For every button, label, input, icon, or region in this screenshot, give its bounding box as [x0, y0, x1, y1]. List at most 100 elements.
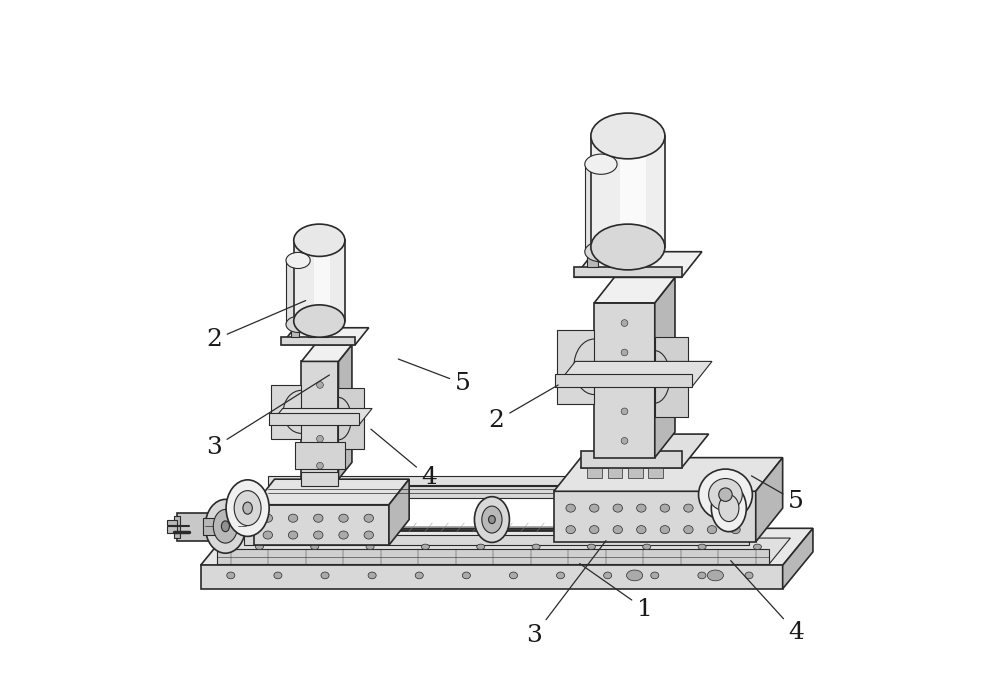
Ellipse shape [462, 572, 470, 579]
Ellipse shape [643, 544, 651, 549]
Ellipse shape [711, 485, 746, 532]
Ellipse shape [684, 504, 693, 512]
Bar [174, 516, 180, 538]
Bar [574, 267, 682, 277]
Ellipse shape [364, 531, 373, 539]
Ellipse shape [243, 502, 252, 514]
Polygon shape [783, 528, 813, 589]
Ellipse shape [234, 491, 261, 526]
Bar [269, 413, 359, 425]
Ellipse shape [587, 544, 595, 549]
Polygon shape [254, 505, 389, 545]
Bar [308, 322, 316, 336]
Ellipse shape [474, 497, 509, 542]
Ellipse shape [660, 504, 670, 512]
Polygon shape [338, 388, 364, 449]
Polygon shape [301, 345, 352, 361]
Ellipse shape [482, 506, 502, 533]
Ellipse shape [585, 154, 617, 174]
Ellipse shape [263, 514, 273, 522]
Polygon shape [581, 434, 709, 468]
Text: 3: 3 [206, 375, 329, 459]
Polygon shape [389, 479, 409, 545]
Text: 4: 4 [731, 561, 804, 644]
Ellipse shape [591, 113, 665, 159]
Ellipse shape [294, 305, 345, 337]
Ellipse shape [226, 480, 269, 536]
Ellipse shape [294, 224, 345, 256]
Bar [244, 535, 749, 545]
Bar [555, 374, 692, 387]
Ellipse shape [585, 242, 617, 262]
Polygon shape [286, 260, 310, 324]
Text: 4: 4 [371, 429, 437, 489]
Bar [167, 526, 177, 533]
Ellipse shape [698, 544, 706, 549]
Ellipse shape [707, 526, 717, 534]
Ellipse shape [566, 504, 575, 512]
Ellipse shape [590, 504, 599, 512]
Polygon shape [594, 303, 655, 458]
Ellipse shape [532, 544, 540, 549]
Ellipse shape [637, 504, 646, 512]
Text: 3: 3 [526, 540, 606, 647]
Polygon shape [594, 277, 675, 303]
Bar [295, 442, 345, 469]
Ellipse shape [255, 544, 263, 549]
Polygon shape [554, 458, 783, 491]
Ellipse shape [590, 526, 599, 534]
Ellipse shape [621, 349, 628, 356]
Ellipse shape [477, 544, 485, 549]
Polygon shape [756, 458, 783, 542]
Polygon shape [555, 361, 712, 387]
Polygon shape [271, 385, 301, 439]
Ellipse shape [707, 570, 723, 581]
Bar [587, 252, 598, 267]
Bar [167, 520, 177, 525]
Ellipse shape [221, 521, 229, 532]
Ellipse shape [205, 499, 246, 553]
Polygon shape [655, 277, 675, 458]
Ellipse shape [274, 572, 282, 579]
Ellipse shape [613, 526, 622, 534]
Ellipse shape [660, 526, 670, 534]
Bar [217, 549, 769, 564]
Ellipse shape [317, 462, 323, 469]
Ellipse shape [621, 437, 628, 444]
Ellipse shape [604, 572, 612, 579]
Bar [177, 513, 214, 541]
Ellipse shape [321, 572, 329, 579]
Polygon shape [301, 472, 338, 486]
Polygon shape [217, 538, 790, 564]
Polygon shape [201, 565, 783, 589]
Polygon shape [294, 240, 345, 321]
Ellipse shape [314, 514, 323, 522]
Bar [587, 468, 602, 478]
Bar [608, 248, 618, 267]
Ellipse shape [213, 509, 238, 543]
Ellipse shape [509, 572, 517, 579]
Ellipse shape [317, 409, 323, 415]
Bar [627, 252, 637, 267]
Ellipse shape [684, 526, 693, 534]
Bar [608, 468, 622, 478]
Ellipse shape [745, 572, 753, 579]
Text: 2: 2 [489, 385, 558, 432]
Text: 1: 1 [580, 563, 653, 621]
Ellipse shape [339, 514, 348, 522]
Ellipse shape [621, 320, 628, 326]
Polygon shape [554, 491, 756, 542]
Ellipse shape [591, 224, 665, 270]
Ellipse shape [651, 572, 659, 579]
Ellipse shape [627, 570, 643, 581]
Bar [268, 476, 645, 485]
Polygon shape [655, 336, 688, 417]
Ellipse shape [317, 382, 323, 388]
Ellipse shape [709, 479, 742, 511]
Polygon shape [201, 528, 813, 565]
Ellipse shape [489, 516, 495, 524]
Ellipse shape [637, 526, 646, 534]
Polygon shape [338, 345, 352, 479]
Ellipse shape [613, 504, 622, 512]
Polygon shape [585, 164, 617, 252]
